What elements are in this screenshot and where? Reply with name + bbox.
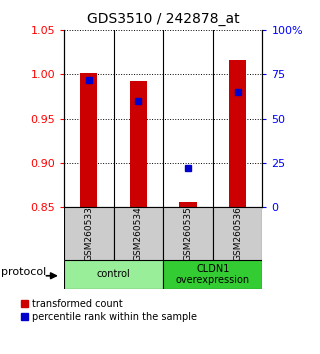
Bar [213, 207, 262, 260]
Bar [163, 260, 262, 289]
Bar [229, 60, 246, 207]
Title: GDS3510 / 242878_at: GDS3510 / 242878_at [87, 12, 239, 26]
Bar [130, 81, 147, 207]
Text: control: control [97, 269, 131, 279]
Text: GSM260533: GSM260533 [84, 206, 93, 261]
Text: GSM260534: GSM260534 [134, 206, 143, 261]
Text: protocol: protocol [1, 267, 46, 276]
Bar [179, 202, 197, 207]
Bar [64, 260, 163, 289]
Bar [114, 207, 163, 260]
Bar [80, 74, 98, 207]
Bar [163, 207, 213, 260]
Text: GSM260535: GSM260535 [183, 206, 193, 261]
Bar [64, 207, 114, 260]
Text: CLDN1
overexpression: CLDN1 overexpression [176, 263, 250, 285]
Legend: transformed count, percentile rank within the sample: transformed count, percentile rank withi… [21, 299, 196, 322]
Text: GSM260536: GSM260536 [233, 206, 242, 261]
